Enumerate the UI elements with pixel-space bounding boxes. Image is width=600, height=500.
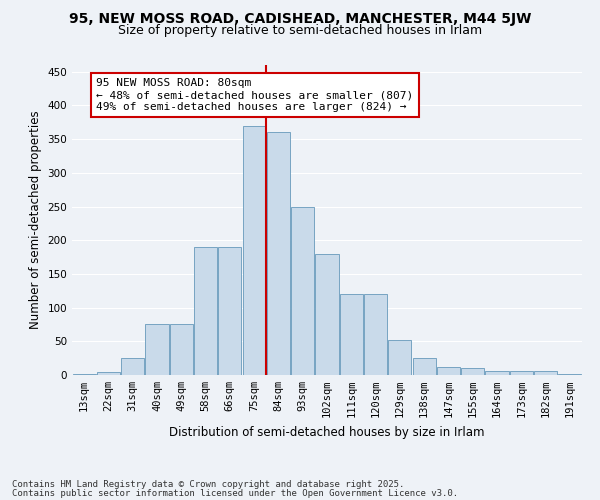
Bar <box>316 254 338 375</box>
Bar <box>461 368 484 375</box>
X-axis label: Distribution of semi-detached houses by size in Irlam: Distribution of semi-detached houses by … <box>169 426 485 438</box>
Bar <box>170 324 193 375</box>
Bar <box>559 374 581 375</box>
Text: Contains HM Land Registry data © Crown copyright and database right 2025.: Contains HM Land Registry data © Crown c… <box>12 480 404 489</box>
Bar <box>291 206 314 375</box>
Text: 95 NEW MOSS ROAD: 80sqm
← 48% of semi-detached houses are smaller (807)
49% of s: 95 NEW MOSS ROAD: 80sqm ← 48% of semi-de… <box>96 78 413 112</box>
Bar <box>194 247 217 375</box>
Bar <box>388 340 412 375</box>
Bar <box>267 132 290 375</box>
Bar <box>218 247 241 375</box>
Text: 95, NEW MOSS ROAD, CADISHEAD, MANCHESTER, M44 5JW: 95, NEW MOSS ROAD, CADISHEAD, MANCHESTER… <box>69 12 531 26</box>
Y-axis label: Number of semi-detached properties: Number of semi-detached properties <box>29 110 42 330</box>
Bar <box>145 324 169 375</box>
Bar <box>242 126 266 375</box>
Bar <box>485 371 509 375</box>
Bar <box>534 371 557 375</box>
Bar <box>73 374 95 375</box>
Bar <box>413 358 436 375</box>
Bar <box>97 372 120 375</box>
Bar <box>121 358 144 375</box>
Bar <box>437 367 460 375</box>
Text: Contains public sector information licensed under the Open Government Licence v3: Contains public sector information licen… <box>12 488 458 498</box>
Bar <box>364 294 387 375</box>
Bar <box>340 294 363 375</box>
Bar <box>510 371 533 375</box>
Text: Size of property relative to semi-detached houses in Irlam: Size of property relative to semi-detach… <box>118 24 482 37</box>
